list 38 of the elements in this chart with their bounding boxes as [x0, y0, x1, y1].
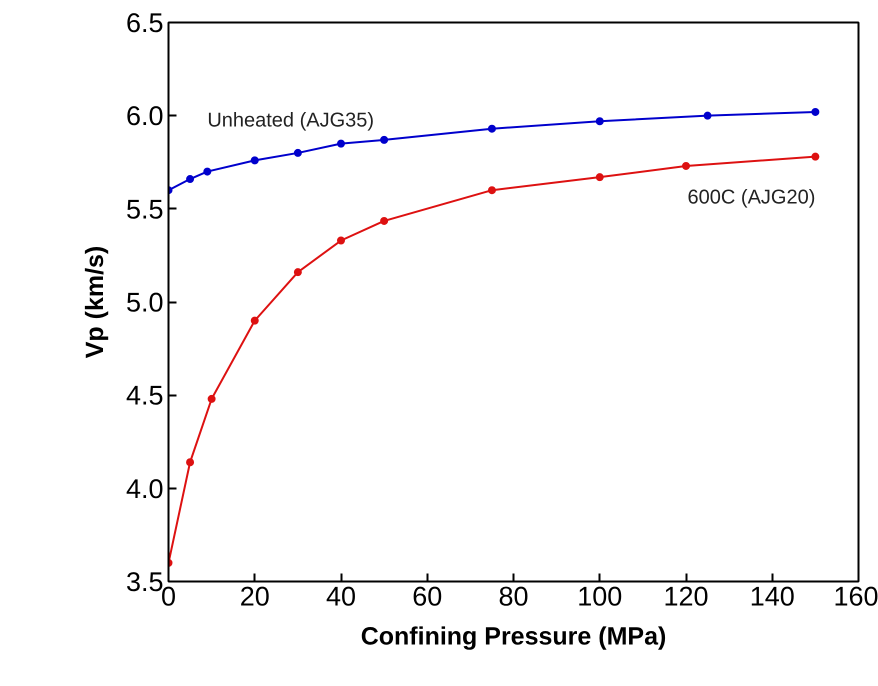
point	[704, 112, 712, 120]
point	[488, 124, 496, 133]
point	[294, 268, 302, 276]
x-tick-label: 20	[240, 582, 270, 612]
point	[250, 316, 259, 325]
point	[380, 136, 388, 144]
point	[488, 186, 496, 194]
point	[186, 175, 194, 184]
point	[596, 173, 604, 182]
x-tick-label: 80	[498, 582, 529, 612]
y-axis-title: Vp (km/s)	[80, 246, 109, 358]
x-tick-label: 160	[833, 582, 878, 612]
x-tick-label: 40	[326, 582, 356, 612]
y-tick-label: 6.0	[126, 101, 164, 132]
point	[682, 162, 690, 170]
point	[208, 394, 216, 403]
x-tick-label: 100	[577, 582, 622, 612]
point	[811, 108, 820, 116]
point	[596, 117, 604, 126]
x-axis-title: Confining Pressure (MPa)	[360, 622, 666, 650]
point	[380, 216, 388, 225]
y-tick-label: 5.5	[126, 194, 164, 224]
point	[811, 152, 820, 161]
point	[294, 148, 302, 157]
y-tick-label: 4.5	[126, 380, 164, 411]
x-tick-label: 120	[663, 582, 709, 612]
x-tick-label: 60	[412, 582, 442, 612]
y-tick-label: 6.5	[126, 8, 164, 38]
point	[250, 156, 259, 164]
y-tick-label: 5.0	[126, 288, 164, 318]
point	[337, 140, 345, 148]
y-tick-label: 4.0	[126, 474, 164, 504]
point	[203, 168, 212, 176]
point	[186, 458, 194, 466]
series-label: Unheated (AJG35)	[207, 110, 374, 132]
point	[337, 236, 345, 245]
series-label: 600C (AJG20)	[688, 186, 816, 209]
x-tick-label: 140	[750, 582, 795, 612]
